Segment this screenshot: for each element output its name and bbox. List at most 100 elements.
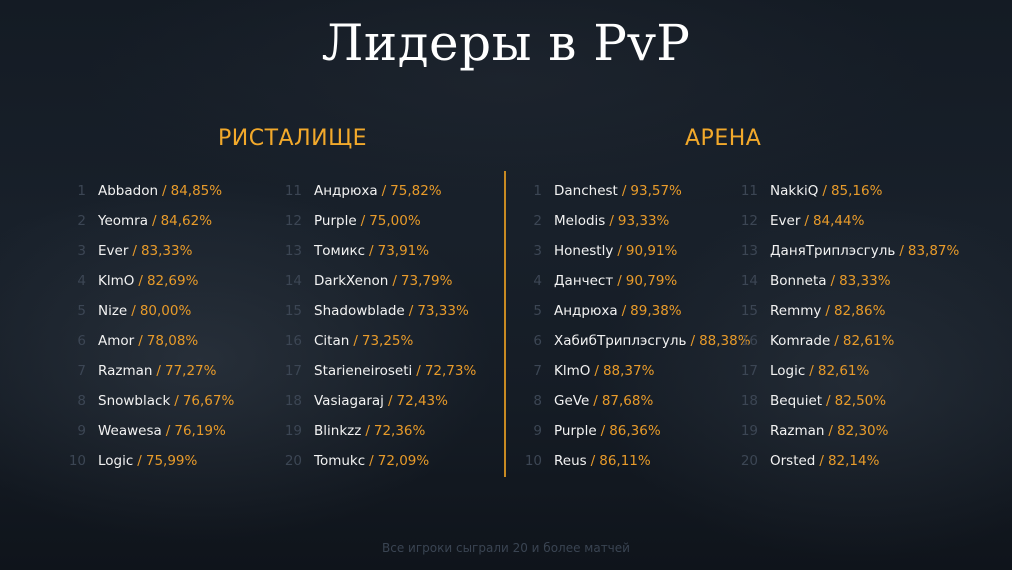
player-rank: 5 xyxy=(77,303,86,319)
value-separator: / xyxy=(590,453,596,469)
player-name: Weawesa xyxy=(98,423,162,439)
player-rank: 1 xyxy=(77,183,86,199)
ristalishche-column-2: 11 Андрюха/75,82% 12 Purple/75,00% 13 Томикс /… xyxy=(284,176,477,476)
leaderboard-row: 19 Blinkzz/72,36% xyxy=(284,416,476,446)
player-rank: 2 xyxy=(77,213,86,229)
value-separator: / xyxy=(408,303,414,319)
player-rank: 11 xyxy=(740,183,758,199)
player-name: Snowblack xyxy=(98,393,171,409)
player-rank: 16 xyxy=(740,333,758,349)
value-separator: / xyxy=(809,363,814,379)
player-name: Reus xyxy=(554,453,587,469)
player-name: Logic xyxy=(770,363,806,379)
leaderboard-row: 15 Remmy/82,86% xyxy=(740,296,959,326)
leaderboard-row: 12 Ever/84,44% xyxy=(740,206,959,236)
win-rate: 90,91% xyxy=(625,243,678,259)
player-rank: 8 xyxy=(77,393,86,409)
leaderboard-row: 11 Андрюха/75,82% xyxy=(284,176,476,206)
arena-column-1: 1 Danchest/93,57% 2 Melodis/93,33% 3 Honestly… xyxy=(524,176,751,476)
leaderboard-row: 17 Starieneiroseti/72,73% xyxy=(284,356,477,386)
win-rate: 86,11% xyxy=(599,453,651,469)
leaderboard-row: 10 Reus/86,11% xyxy=(524,446,751,476)
value-separator: / xyxy=(162,183,167,199)
player-name: Blinkzz xyxy=(314,423,362,439)
value-separator: / xyxy=(593,393,598,409)
win-rate: 82,61% xyxy=(842,333,895,349)
win-rate: 82,14% xyxy=(827,453,880,469)
win-rate: 72,09% xyxy=(377,453,430,469)
player-name: Yeomra xyxy=(98,213,148,229)
win-rate: 75,00% xyxy=(369,213,421,229)
player-name: Citan xyxy=(314,333,350,349)
player-name: Orsted xyxy=(770,453,816,469)
leaderboard-row: 9 Weawesa/76,19% xyxy=(68,416,234,446)
win-rate: 76,67% xyxy=(182,393,235,409)
win-rate: 87,68% xyxy=(601,393,654,409)
leaderboard-row: 2 Yeomra/84,62% xyxy=(68,206,234,236)
player-name: Honestly xyxy=(554,243,614,259)
player-rank: 15 xyxy=(284,303,302,319)
player-name: Shadowblade xyxy=(314,303,405,319)
win-rate: 76,19% xyxy=(174,423,226,439)
value-separator: / xyxy=(138,333,143,349)
leaderboard-row: 9 Purple/86,36% xyxy=(524,416,751,446)
player-rank: 1 xyxy=(533,183,542,199)
value-separator: / xyxy=(369,453,374,469)
leaderboard-row: 11 NakkiQ/85,16% xyxy=(740,176,959,206)
win-rate: 75,99% xyxy=(145,453,198,469)
value-separator: / xyxy=(152,213,157,229)
win-rate: 78,08% xyxy=(146,333,199,349)
value-separator: / xyxy=(617,243,622,259)
win-rate: 80,00% xyxy=(139,303,192,319)
value-separator: / xyxy=(174,393,179,409)
player-rank: 10 xyxy=(524,453,542,469)
value-separator: / xyxy=(690,333,696,349)
player-rank: 4 xyxy=(77,273,86,289)
player-rank: 19 xyxy=(284,423,302,439)
player-rank: 5 xyxy=(533,303,542,319)
leaderboard-row: 18 Bequiet/82,50% xyxy=(740,386,959,416)
value-separator: / xyxy=(387,393,393,409)
win-rate: 82,30% xyxy=(836,423,889,439)
player-rank: 12 xyxy=(284,213,302,229)
player-rank: 4 xyxy=(533,273,542,289)
win-rate: 84,62% xyxy=(160,213,213,229)
leaderboard-row: 3 Ever/83,33% xyxy=(68,236,234,266)
value-separator: / xyxy=(804,213,809,229)
win-rate: 72,73% xyxy=(424,363,477,379)
section-title-arena: АРЕНА xyxy=(685,126,762,151)
value-separator: / xyxy=(826,393,831,409)
player-name: Purple xyxy=(314,213,357,229)
leaderboard-row: 19 Razman/82,30% xyxy=(740,416,959,446)
win-rate: 83,33% xyxy=(140,243,193,259)
player-rank: 3 xyxy=(77,243,86,259)
value-separator: / xyxy=(825,303,830,319)
win-rate: 93,33% xyxy=(617,213,670,229)
value-separator: / xyxy=(416,363,421,379)
win-rate: 83,87% xyxy=(907,243,960,259)
player-name: Данчест xyxy=(554,273,614,289)
value-separator: / xyxy=(621,183,627,199)
player-name: Starieneiroseti xyxy=(314,363,413,379)
win-rate: 88,38% xyxy=(699,333,751,349)
player-name: Bonneta xyxy=(770,273,827,289)
win-rate: 73,91% xyxy=(377,243,430,259)
player-rank: 7 xyxy=(533,363,542,379)
leaderboard-row: 20 Tomukc/72,09% xyxy=(284,446,476,476)
value-separator: / xyxy=(600,423,606,439)
player-name: Vasiagaraj xyxy=(314,393,384,409)
win-rate: 82,50% xyxy=(834,393,887,409)
value-separator: / xyxy=(392,273,397,289)
win-rate: 89,38% xyxy=(630,303,682,319)
value-separator: / xyxy=(834,333,839,349)
leaderboard-row: 5 Андрюха/89,38% xyxy=(524,296,751,326)
leaderboard-row: 4 KlmO/82,69% xyxy=(68,266,234,296)
value-separator: / xyxy=(594,363,599,379)
leaderboard-row: 5 Nize/80,00% xyxy=(68,296,234,326)
player-rank: 11 xyxy=(284,183,302,199)
leaderboard-row: 8 Snowblack/76,67% xyxy=(68,386,234,416)
leaderboard-row: 13 ДаняТриплэсгуль/83,87% xyxy=(740,236,960,266)
player-name: Danchest xyxy=(554,183,618,199)
player-name: DarkXenon xyxy=(314,273,389,289)
player-name: Razman xyxy=(770,423,825,439)
